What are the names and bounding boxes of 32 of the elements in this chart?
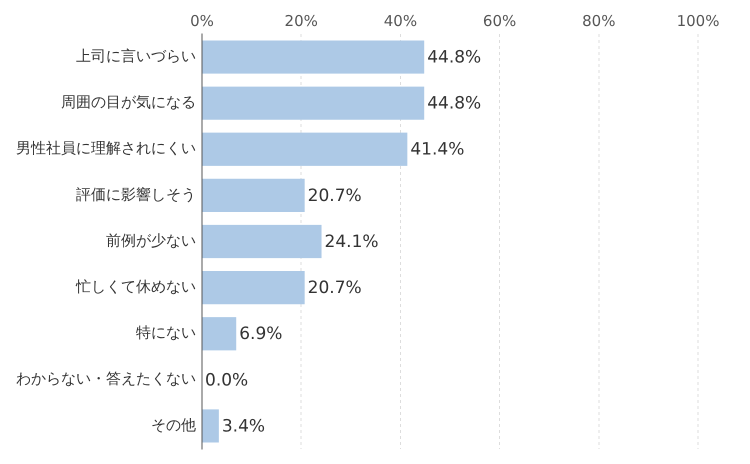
bar [202, 132, 408, 166]
y-tick-label: 周囲の目が気になる [61, 93, 196, 112]
data-label: 20.7% [308, 186, 362, 206]
data-label: 41.4% [410, 140, 464, 160]
y-tick-label: 男性社員に理解されにくい [16, 139, 196, 158]
data-label: 44.8% [427, 94, 482, 114]
y-tick-label: 評価に影響しそう [76, 185, 196, 204]
y-tick-label: 上司に言いづらい [76, 46, 196, 65]
y-tick-label: その他 [151, 416, 196, 434]
x-tick-label: 60% [482, 12, 516, 30]
bar [202, 86, 424, 120]
data-label: 6.9% [239, 324, 282, 344]
data-label: 44.8% [427, 47, 482, 68]
data-label: 0.0% [205, 370, 248, 390]
x-tick-label: 20% [284, 12, 318, 30]
bar [202, 317, 236, 350]
data-label: 3.4% [222, 416, 266, 436]
x-tick-label: 0% [190, 12, 214, 30]
data-label: 24.1% [324, 232, 379, 252]
y-tick-label: わからない・答えたくない [16, 370, 196, 388]
x-tick-label: 80% [582, 12, 616, 30]
data-label: 20.7% [308, 278, 362, 298]
y-tick-label: 前例が少ない [106, 231, 196, 250]
bar [202, 271, 305, 304]
x-tick-label: 40% [384, 12, 418, 30]
y-tick-label: 特にない [136, 324, 196, 342]
bar [202, 178, 305, 212]
x-tick-label: 100% [676, 12, 720, 30]
bar [202, 409, 219, 443]
bar [202, 40, 424, 74]
y-tick-label: 忙しくて休めない [75, 278, 196, 296]
bar [202, 224, 322, 258]
